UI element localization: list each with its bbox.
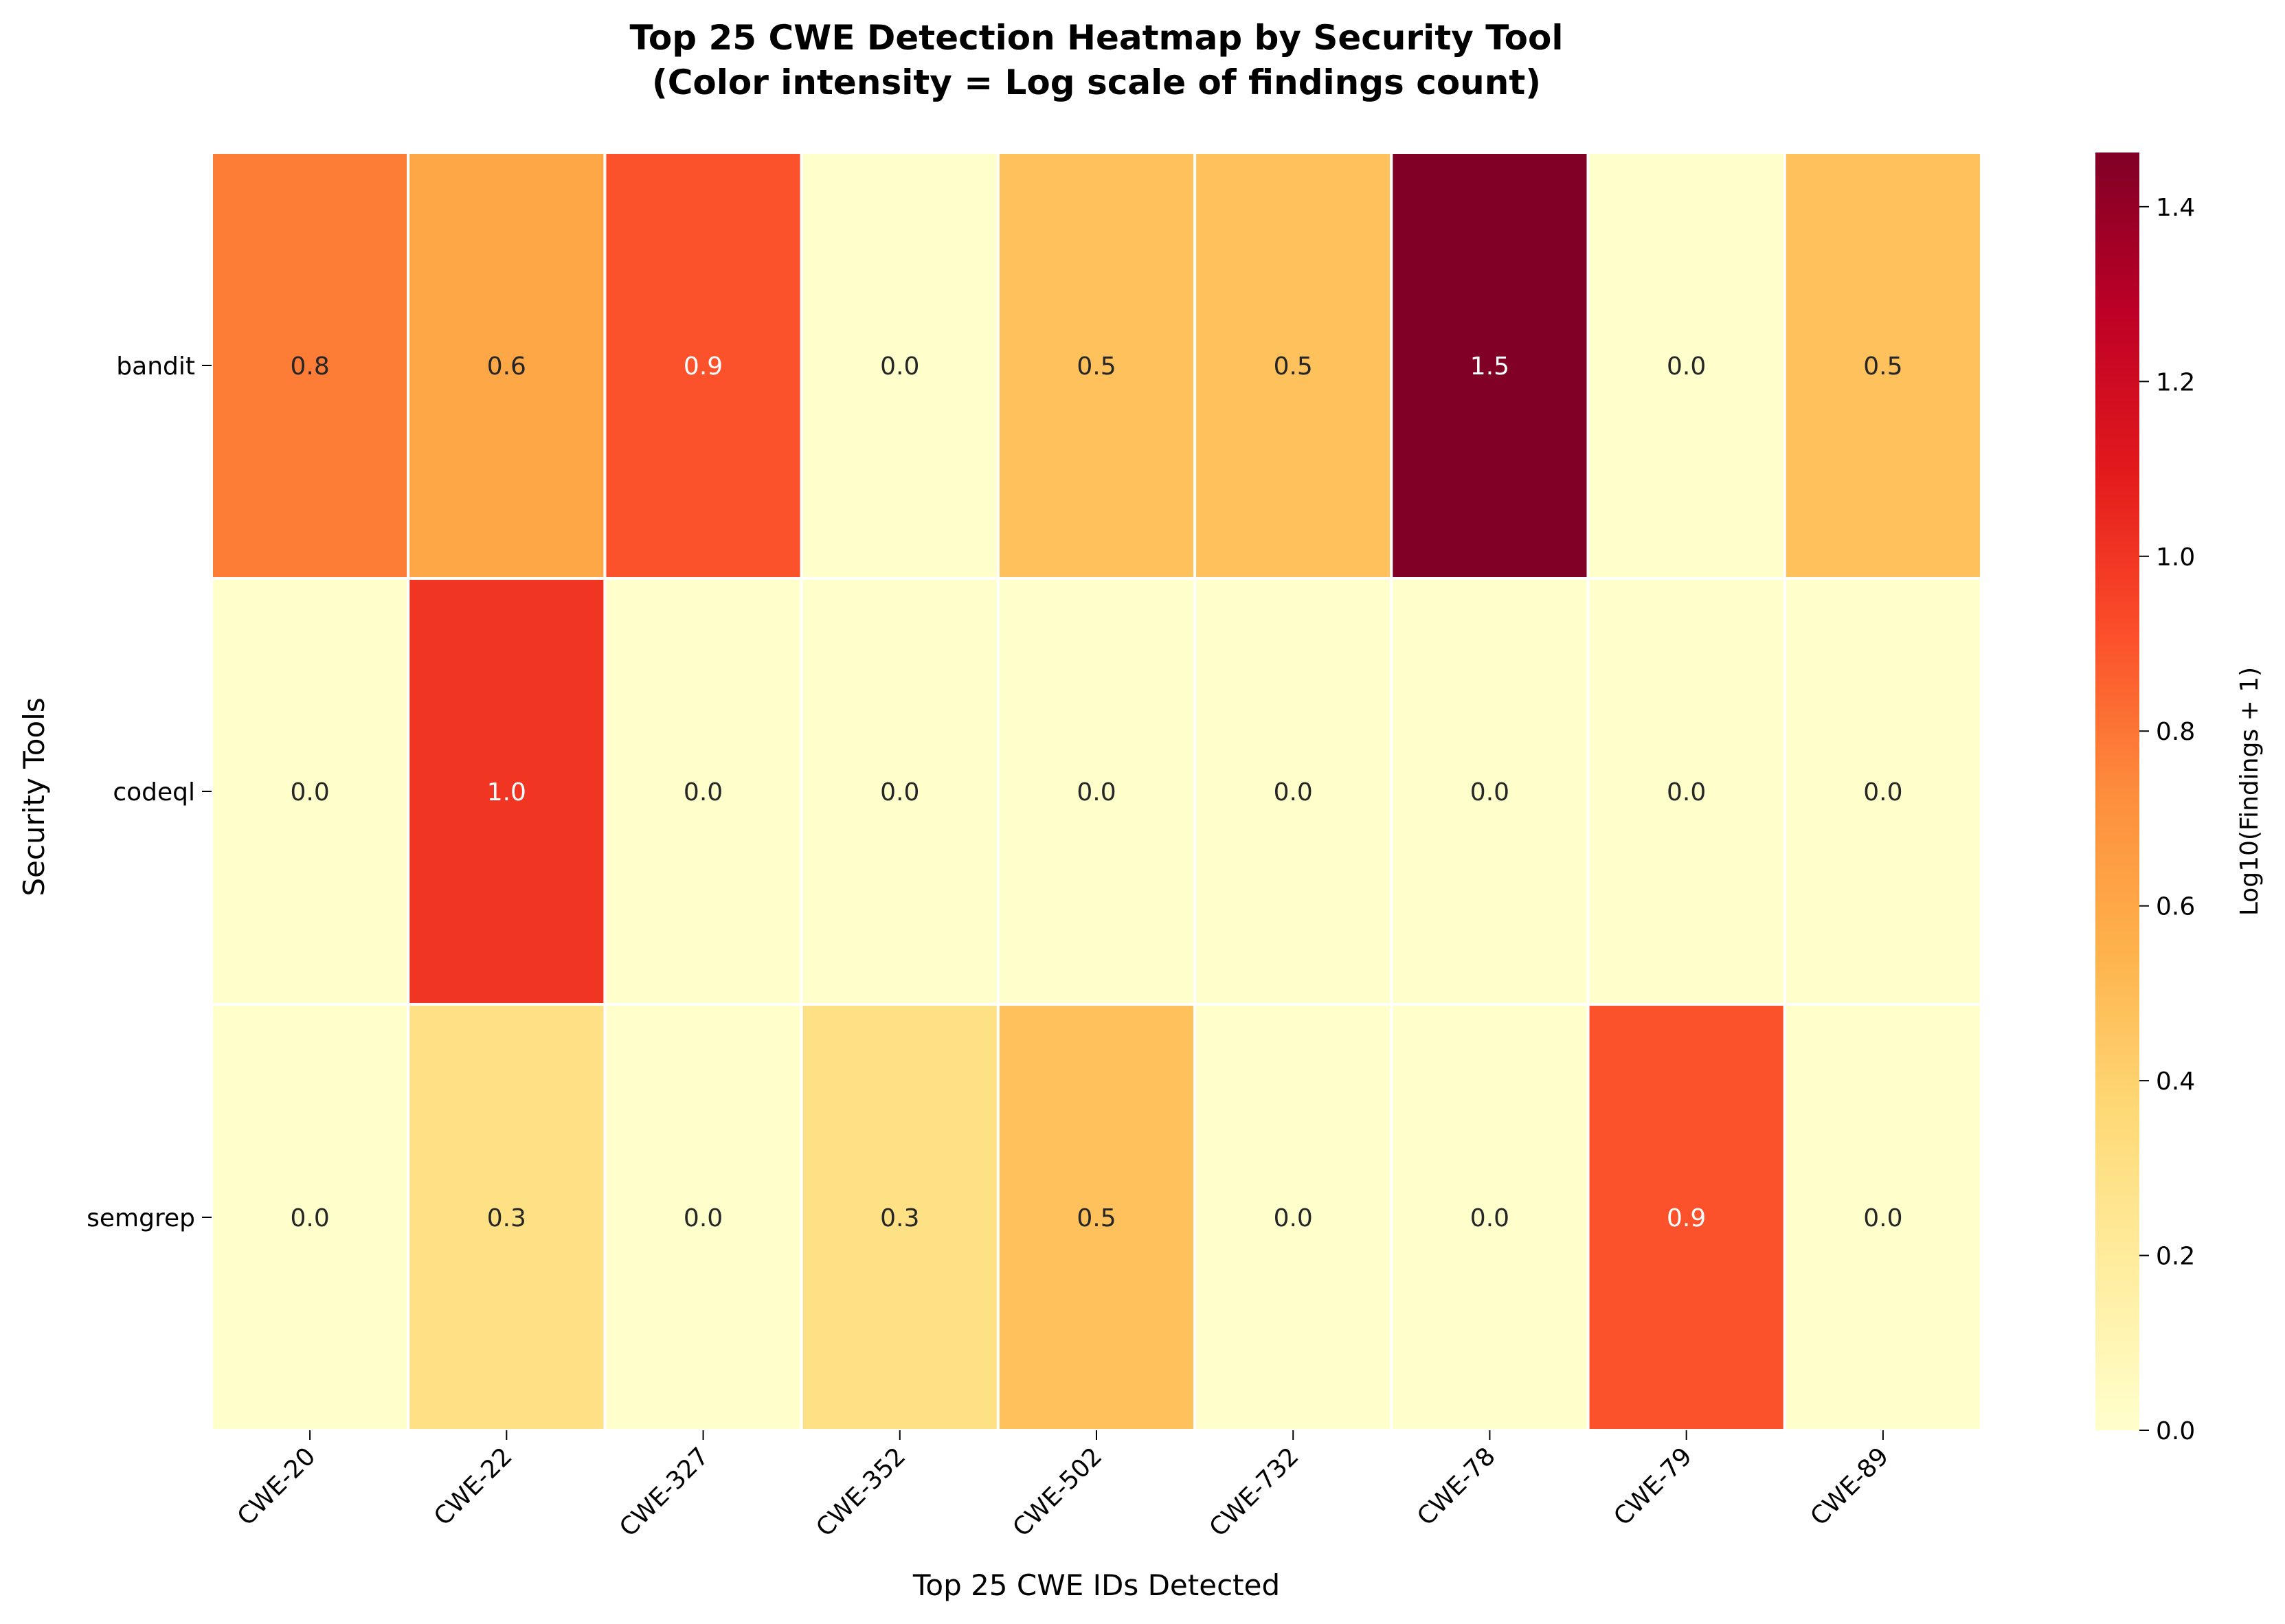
x-tick-label: CWE-79 bbox=[1608, 1442, 1698, 1531]
heatmap-cells: 0.8 0.6 0.9 0.0 0.5 0.5 1.5 0.0 0.5 0.0 1.0 0.0 0.0 0… bbox=[210, 151, 1983, 1432]
x-tick-label: CWE-89 bbox=[1805, 1442, 1895, 1531]
cell-value-label: 0.0 bbox=[1667, 352, 1706, 381]
heatmap-cell bbox=[800, 1003, 1000, 1432]
cell-value-label: 0.0 bbox=[290, 778, 329, 807]
heatmap-cell bbox=[1783, 1003, 1983, 1432]
colorbar bbox=[2095, 153, 2139, 1430]
cell-value-label: 0.0 bbox=[1863, 1204, 1902, 1232]
x-tick-label: CWE-502 bbox=[1008, 1442, 1108, 1542]
colorbar-tick-label: 1.2 bbox=[2156, 368, 2195, 396]
cell-value-label: 0.0 bbox=[1274, 1204, 1313, 1232]
heatmap-cell bbox=[603, 577, 803, 1006]
cell-value-label: 0.5 bbox=[1863, 352, 1902, 381]
x-tick-label: CWE-20 bbox=[232, 1442, 322, 1531]
heatmap-cell bbox=[1783, 577, 1983, 1006]
x-tick-label: CWE-22 bbox=[429, 1442, 518, 1531]
heatmap-cell bbox=[1390, 1003, 1590, 1432]
chart-title-line-2: (Color intensity = Log scale of findings… bbox=[652, 63, 1541, 102]
cell-value-label: 0.0 bbox=[290, 1204, 329, 1232]
y-axis-ticks: bandit codeql semgrep bbox=[87, 352, 212, 1232]
heatmap-cell bbox=[210, 151, 410, 580]
heatmap-cell bbox=[1586, 151, 1786, 580]
heatmap-cell bbox=[407, 1003, 607, 1432]
cell-value-label: 0.0 bbox=[684, 1204, 723, 1232]
cell-value-label: 0.0 bbox=[1667, 778, 1706, 807]
colorbar-tick-label: 1.4 bbox=[2156, 194, 2195, 222]
colorbar-label: Log10(Findings + 1) bbox=[2236, 667, 2264, 916]
cell-value-label: 0.5 bbox=[1077, 352, 1116, 381]
colorbar-tick-label: 1.0 bbox=[2156, 543, 2195, 572]
cell-value-label: 0.0 bbox=[880, 352, 919, 381]
y-axis-label: Security Tools bbox=[17, 697, 51, 896]
cell-value-label: 0.8 bbox=[290, 352, 329, 381]
colorbar-tick-label: 0.8 bbox=[2156, 718, 2195, 746]
colorbar-tick-label: 0.6 bbox=[2156, 893, 2195, 921]
heatmap-cell bbox=[1193, 151, 1393, 580]
heatmap-cell bbox=[996, 1003, 1197, 1432]
colorbar-tick-label: 0.0 bbox=[2156, 1417, 2195, 1445]
cell-value-label: 0.3 bbox=[487, 1204, 526, 1232]
cell-value-label: 0.0 bbox=[1863, 778, 1902, 807]
heatmap-cell bbox=[407, 151, 607, 580]
cell-value-label: 0.0 bbox=[1274, 778, 1313, 807]
y-tick-label: bandit bbox=[116, 352, 195, 381]
heatmap-cell bbox=[210, 577, 410, 1006]
x-tick-label: CWE-352 bbox=[811, 1442, 911, 1542]
cell-value-label: 0.0 bbox=[1077, 778, 1116, 807]
x-tick-label: CWE-732 bbox=[1204, 1442, 1305, 1542]
cell-value-label: 0.0 bbox=[684, 778, 723, 807]
x-tick-label: CWE-78 bbox=[1412, 1442, 1501, 1531]
chart-title-line-1: Top 25 CWE Detection Heatmap by Security… bbox=[629, 18, 1563, 58]
y-tick-label: codeql bbox=[113, 778, 195, 807]
colorbar-tick-label: 0.2 bbox=[2156, 1243, 2195, 1271]
cell-value-label: 0.9 bbox=[1667, 1204, 1706, 1232]
heatmap-cell bbox=[603, 1003, 803, 1432]
cell-value-label: 1.0 bbox=[487, 778, 526, 807]
heatmap-cell bbox=[800, 577, 1000, 1006]
y-tick-label: semgrep bbox=[87, 1204, 195, 1232]
colorbar-ticks: 0.0 0.2 0.4 0.6 0.8 1.0 1.2 1.4 bbox=[2139, 194, 2195, 1445]
cell-value-label: 0.5 bbox=[1274, 352, 1313, 381]
heatmap-cell bbox=[996, 151, 1197, 580]
heatmap-cell bbox=[800, 151, 1000, 580]
cell-value-label: 0.0 bbox=[880, 778, 919, 807]
cell-value-label: 0.9 bbox=[684, 352, 723, 381]
heatmap-cell bbox=[603, 151, 803, 580]
x-axis-label: Top 25 CWE IDs Detected bbox=[912, 1568, 1280, 1602]
colorbar-tick-label: 0.4 bbox=[2156, 1068, 2195, 1096]
cell-value-label: 0.0 bbox=[1470, 778, 1509, 807]
cell-value-label: 0.3 bbox=[880, 1204, 919, 1232]
heatmap-cell bbox=[996, 577, 1197, 1006]
x-tick-label: CWE-327 bbox=[614, 1442, 714, 1542]
cell-value-label: 1.5 bbox=[1470, 352, 1509, 381]
x-axis-ticks: CWE-20 CWE-22 CWE-327 CWE-352 CWE-502 CWE-732… bbox=[232, 1430, 1894, 1542]
heatmap-cell bbox=[210, 1003, 410, 1432]
cell-value-label: 0.5 bbox=[1077, 1204, 1116, 1232]
heatmap-cell bbox=[1586, 577, 1786, 1006]
heatmap-cell bbox=[1390, 577, 1590, 1006]
cell-value-label: 0.0 bbox=[1470, 1204, 1509, 1232]
heatmap-cell bbox=[1193, 577, 1393, 1006]
cell-value-label: 0.6 bbox=[487, 352, 526, 381]
